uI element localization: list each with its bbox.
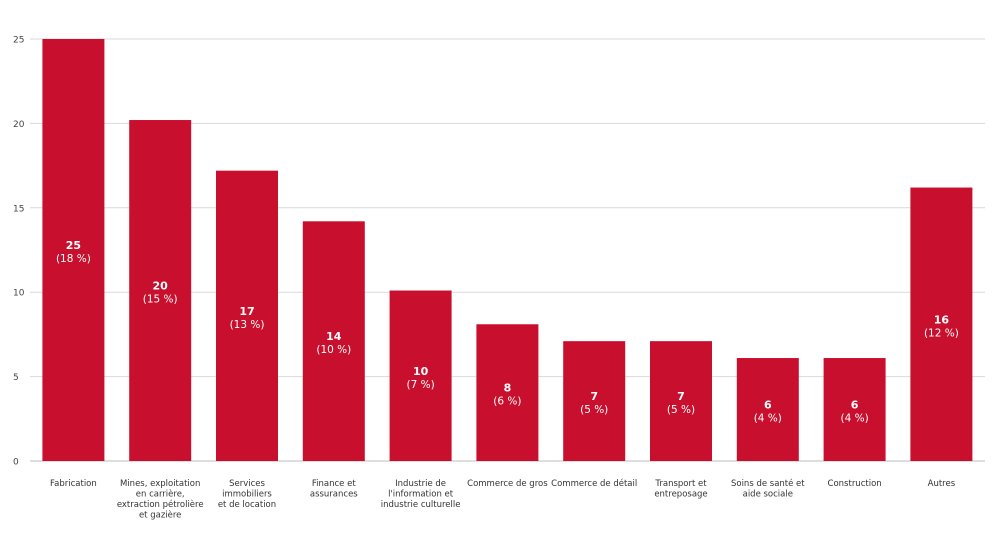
y-tick-label: 10 [13,289,25,299]
bars [42,39,973,462]
x-category-line: Autres [928,479,956,489]
bar-percent-label: (6 %) [493,396,521,408]
bar-5 [476,324,539,461]
bar-10 [910,187,973,461]
bar-0 [42,39,105,461]
x-category-line: Mines, exploitation [120,479,200,489]
bar-2 [216,170,278,461]
bar-percent-label: (18 %) [56,253,91,265]
y-tick-label: 20 [13,120,25,130]
bar-value-label: 6 [764,399,772,412]
x-category-line: immobiliers [222,490,272,500]
bar-percent-label: (4 %) [840,413,868,425]
x-category-line: assurances [310,490,358,500]
x-category-line: aide sociale [743,490,793,500]
x-category-label: Commerce de gros [467,479,548,489]
bar-3 [302,221,365,461]
bar-value-label: 7 [677,390,685,403]
bar-percent-label: (7 %) [406,379,434,391]
x-category-line: Commerce de détail [551,478,637,489]
bar-percent-label: (5 %) [580,404,608,416]
x-category-label: Services immobiliers et de location [218,479,276,510]
x-category-line: et gazière [139,510,181,521]
x-category-line: et de location [218,500,276,510]
x-category-label: Soins de santé et aide sociale [731,478,805,500]
x-category-label: Finance et assurances [310,479,358,500]
bar-percent-label: (10 %) [316,344,351,356]
bar-percent-label: (5 %) [667,404,695,416]
x-category-label: Construction [828,479,882,489]
x-category-label: Transport et entreposage [654,479,707,500]
x-category-line: industrie culturelle [381,500,461,510]
bar-value-label: 20 [153,280,169,293]
x-category-label: Autres [928,479,956,489]
x-axis: Fabrication Mines, exploitation en carrièr… [50,478,956,521]
bar-percent-label: (12 %) [924,327,959,339]
x-category-line: extraction pétrolière [117,499,204,510]
bar-value-label: 7 [590,390,598,403]
x-category-label: Industrie de l'information et industrie cu… [381,479,461,510]
bar-1 [129,120,192,462]
bar-value-label: 25 [66,239,81,252]
x-category-label: Mines, exploitation en carrière, extractio… [117,479,204,521]
bar-percent-label: (15 %) [143,294,178,306]
x-category-line: entreposage [654,490,707,500]
bar-6 [563,341,626,461]
x-category-line: l'information et [388,490,454,500]
x-category-line: Industrie de [395,479,446,489]
bar-labels: 25(18 %) 20(15 %) 17(13 %) 14(10 %) 10(7 %) 8… [56,239,959,425]
bar-value-label: 10 [413,365,429,378]
x-category-line: Construction [828,479,882,489]
bar-percent-label: (4 %) [754,413,782,425]
x-category-line: Commerce de gros [467,479,548,489]
y-axis: 0 5 10 15 20 25 [13,36,25,468]
x-category-line: en carrière, [136,489,185,500]
bar-4 [389,290,452,461]
x-category-label: Fabrication [50,479,97,489]
y-tick-label: 25 [13,36,24,46]
bar-value-label: 14 [326,330,342,343]
x-category-line: Transport et [654,479,707,489]
bar-8 [736,358,799,461]
y-tick-label: 5 [13,373,19,383]
bar-value-label: 6 [851,399,859,412]
y-tick-label: 15 [13,204,24,214]
x-category-label: Commerce de détail [551,478,637,489]
x-category-line: Fabrication [50,479,97,489]
bar-value-label: 17 [239,305,254,318]
x-category-line: Soins de santé et [731,478,805,489]
x-category-line: Services [229,479,265,489]
bar-7 [650,341,712,461]
bar-9 [823,358,886,461]
x-category-line: Finance et [312,479,356,489]
bar-percent-label: (13 %) [230,319,265,331]
bar-value-label: 8 [504,382,512,395]
bar-value-label: 16 [934,313,950,326]
y-tick-label: 0 [13,458,19,468]
